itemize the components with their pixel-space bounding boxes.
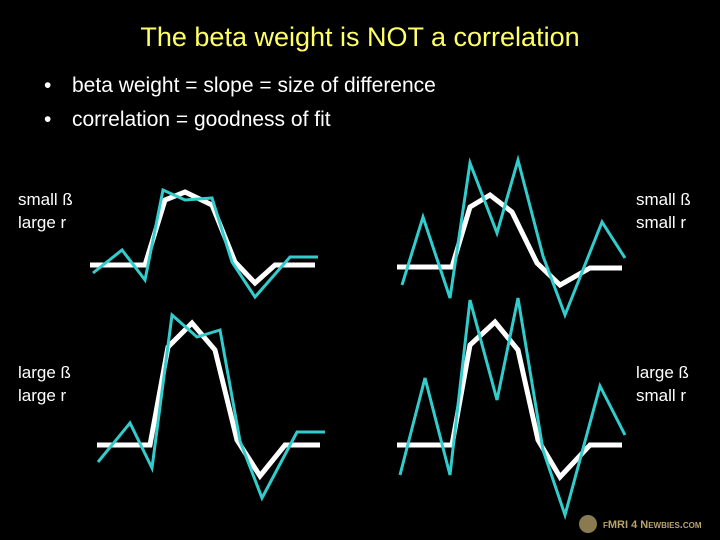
data-line — [96, 312, 325, 502]
bullet-text: beta weight = slope = size of difference — [72, 74, 436, 97]
panel-label: small r — [636, 213, 686, 232]
panel-label: large r — [18, 386, 67, 405]
data-line — [400, 154, 627, 320]
panel-label: small r — [636, 386, 686, 405]
bullet-text: correlation = goodness of fit — [72, 108, 331, 131]
slide-title: The beta weight is NOT a correlation — [140, 22, 579, 52]
bullet-marker: • — [44, 108, 51, 131]
model-line — [90, 189, 315, 287]
logo-icon — [579, 515, 597, 533]
panel-label: small ß — [18, 190, 73, 209]
panel-label: small ß — [636, 190, 691, 209]
data-line — [398, 297, 627, 521]
logo: fMRI 4 Newbies.com — [603, 519, 702, 531]
panel-label: large ß — [636, 363, 689, 382]
model-line — [97, 319, 320, 481]
panel-label: large r — [18, 213, 67, 232]
bullet-marker: • — [44, 74, 51, 97]
panel-label: large ß — [18, 363, 71, 382]
data-line — [92, 187, 318, 300]
